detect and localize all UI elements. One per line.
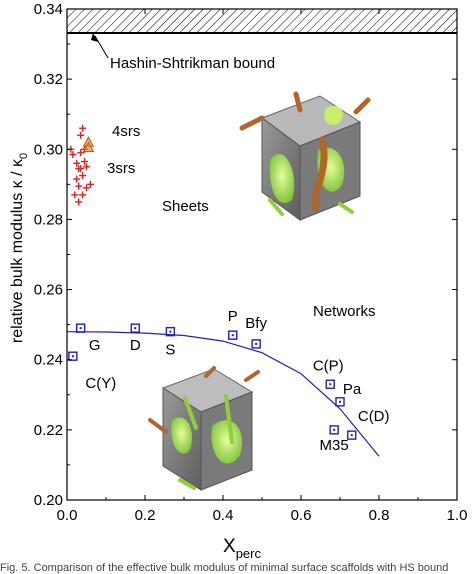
y-tick-label: 0.20 [34,492,63,509]
network-point [347,430,357,440]
network-point [130,323,140,333]
network-point-label: M35 [320,437,349,454]
networks-label: Networks [313,303,376,320]
sheet-point [81,158,89,166]
network-point-label: D [130,337,141,354]
y-tick-label: 0.24 [34,352,63,369]
network-scaffold-image [148,366,260,491]
network-point-label: Bfy [245,315,267,332]
plot-frame [66,8,458,501]
x-tick-label: 1.0 [447,507,468,524]
network-point [251,339,261,349]
x-tick-label: 0.8 [369,507,390,524]
network-point-label: C(P) [313,357,344,374]
y-tick-label: 0.30 [34,141,63,158]
hs-bound-arrowhead [91,33,98,42]
network-point [75,323,86,333]
x-tick-label: 0.4 [213,507,234,524]
x-axis-title: Xperc [223,536,261,561]
y-tick-label: 0.34 [34,1,63,18]
sheet-point [71,191,79,199]
sheet-point [83,184,90,192]
figure-caption: Fig. 5. Comparison of the effective bulk… [0,563,449,574]
network-point-label: P [228,308,238,325]
y-tick-label: 0.26 [34,282,63,299]
x-tick-label: 0.6 [291,507,312,524]
sheet-point [86,180,94,188]
network-point [335,397,345,407]
sheet-point [77,131,85,139]
sheet-scaffold-image [239,91,371,221]
y-tick-label: 0.28 [34,211,63,228]
x-tick-label: 0.2 [135,507,156,524]
hs-bound-label: Hashin-Shtrikman bound [110,55,275,72]
sheet-point [77,149,85,157]
sheet-point [75,198,83,206]
sheet-point [79,172,87,180]
sheet-point [73,159,81,167]
sheet-point [69,151,77,159]
network-point-label: Pa [343,381,362,398]
network-point [325,379,335,389]
network-point-label: S [165,342,175,359]
network-point [329,425,339,435]
sheets-label: Sheets [162,198,209,215]
network-point-label: C(D) [358,408,390,425]
x-tick-label: 0.0 [57,507,78,524]
y-axis-title: relative bulk modulus κ / κ0 [9,153,30,343]
fit-curve [66,331,380,457]
sheet-point [73,175,81,183]
network-point-label: C(Y) [85,375,116,392]
hs-bound-band [67,9,457,33]
srs4-label: 4srs [112,123,140,140]
hs-bound-arrow [94,35,109,59]
y-tick-label: 0.22 [34,422,63,439]
srs3-label: 3srs [107,160,135,177]
sheet-point [77,165,85,173]
sheet-point [79,191,87,199]
network-point [165,326,176,337]
sheet-point [83,163,90,171]
network-point-label: G [89,337,101,354]
srs-point [82,141,95,153]
network-point [228,330,238,340]
sheet-point [79,124,87,132]
sheet-point [75,182,83,190]
network-point [68,351,78,361]
y-tick-label: 0.32 [34,71,63,88]
